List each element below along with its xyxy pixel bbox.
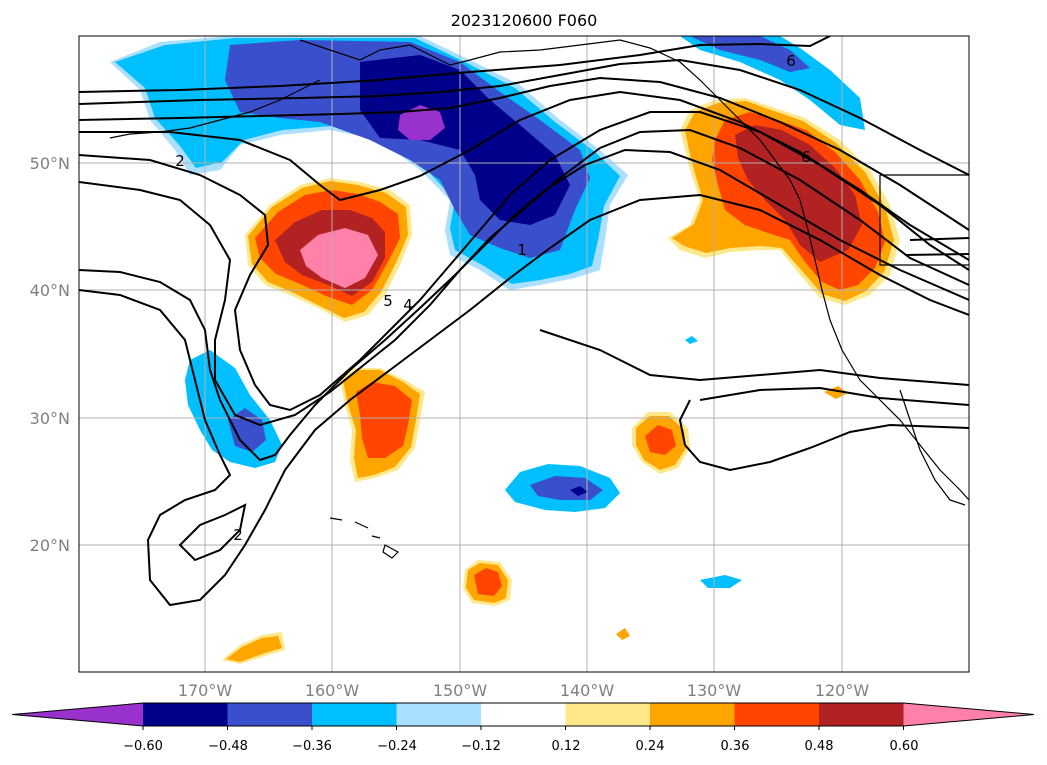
lon-label: 120°W xyxy=(815,681,870,700)
colorbar-segment xyxy=(650,703,735,726)
central-pacific-negative-core xyxy=(530,476,603,500)
latitude-labels: 50°N 40°N 30°N 20°N xyxy=(30,154,70,555)
hawaii-islands xyxy=(329,517,399,559)
colorbar-tick-label: −0.12 xyxy=(461,739,501,754)
baja-coast xyxy=(899,389,966,506)
contour-label: 5 xyxy=(383,292,393,310)
alaska-coast xyxy=(299,39,969,501)
colorbar-extend-low xyxy=(12,703,143,726)
colorbar-tick-label: −0.24 xyxy=(377,739,417,754)
lon-label: 140°W xyxy=(560,681,615,700)
colorbar-tick-label: −0.36 xyxy=(292,739,332,754)
map-area: 2 5 4 1 6 6 2 xyxy=(79,36,969,672)
small-negative-mid xyxy=(685,336,698,344)
contour-label: 4 xyxy=(403,296,413,314)
graticule xyxy=(79,36,969,672)
contour-label: 1 xyxy=(517,241,527,259)
contour-label: 2 xyxy=(233,526,243,544)
colorbar-tick-label: 0.24 xyxy=(636,739,665,754)
colorbar-segment xyxy=(481,703,566,726)
hawaii-positive-red xyxy=(474,568,502,596)
colorbar-ticks: −0.60 −0.48 −0.36 −0.24 −0.12 0.12 0.24 … xyxy=(123,739,918,754)
colorbar xyxy=(11,702,1035,730)
map-title: 2023120600 F060 xyxy=(451,11,598,30)
small-positive-south xyxy=(616,628,630,640)
subtropical-positive-2-red xyxy=(645,425,676,455)
southwest-positive-orange xyxy=(226,636,282,662)
colorbar-segment xyxy=(565,703,651,726)
colorbar-tick-label: −0.48 xyxy=(208,739,248,754)
lon-label: 130°W xyxy=(687,681,742,700)
lat-label: 50°N xyxy=(30,154,70,173)
alaska-negative xyxy=(680,36,865,130)
longitude-labels: 170°W 160°W 150°W 140°W 130°W 120°W xyxy=(178,681,870,700)
contour-labels: 2 5 4 1 6 6 2 xyxy=(175,52,811,544)
colorbar-segment xyxy=(312,703,397,726)
lon-label: 160°W xyxy=(305,681,360,700)
lat-label: 20°N xyxy=(30,536,70,555)
colorbar-segment xyxy=(819,703,904,726)
aleutian-low-peak xyxy=(398,105,445,140)
lat-label: 40°N xyxy=(30,281,70,300)
coastlines xyxy=(109,39,969,559)
contour-label: 6 xyxy=(801,148,811,166)
aleutian-low-region-core xyxy=(360,55,570,225)
west-ridge-pink xyxy=(300,228,378,288)
lon-label: 150°W xyxy=(433,681,488,700)
colorbar-tick-label: 0.36 xyxy=(721,739,750,754)
colorbar-segment xyxy=(227,703,313,726)
colorbar-segment xyxy=(396,703,482,726)
colorbar-segment xyxy=(143,703,228,726)
colorbar-segment xyxy=(734,703,820,726)
height-contours xyxy=(79,36,969,607)
map-frame xyxy=(78,35,970,673)
colorbar-tick-label: 0.48 xyxy=(805,739,834,754)
central-pacific-negative-peak xyxy=(570,486,588,496)
colorbar-tick-label: 0.60 xyxy=(890,739,919,754)
closed-low-south xyxy=(178,503,247,562)
small-negative-east xyxy=(700,575,742,588)
contour-label: 2 xyxy=(175,152,185,170)
aleutian-islands xyxy=(109,79,321,139)
colorbar-tick-label: −0.60 xyxy=(123,739,163,754)
lon-label: 170°W xyxy=(178,681,233,700)
colorbar-extend-high xyxy=(903,703,1034,726)
subtropical-negative-west-core xyxy=(228,408,266,452)
northeast-ridge-darkred xyxy=(735,125,862,262)
colorbar-tick-label: 0.12 xyxy=(552,739,581,754)
lat-label: 30°N xyxy=(30,409,70,428)
contour-label: 6 xyxy=(786,52,796,70)
subtropical-positive-1-red xyxy=(356,382,412,458)
